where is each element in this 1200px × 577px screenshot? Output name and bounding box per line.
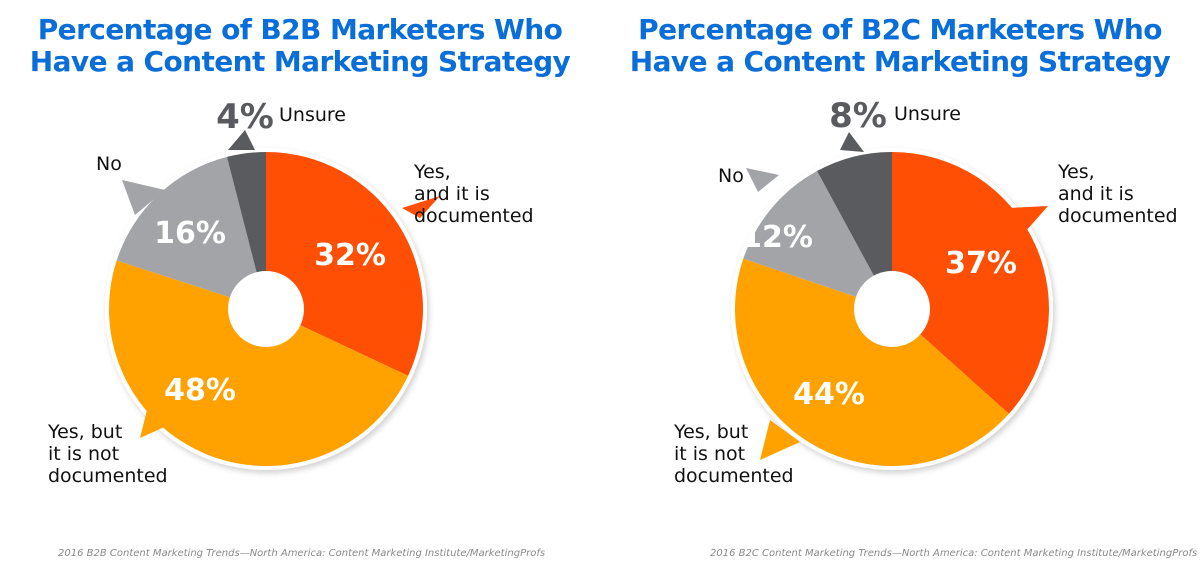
b2c-title-line-2: Have a Content Marketing Strategy (629, 45, 1171, 78)
b2c-category-label-not-documented: Yes, but it is not documented (673, 421, 794, 487)
b2c-category-label-documented: Yes, and it is documented (1057, 161, 1178, 227)
b2c-value-label-not-documented: 44% (793, 377, 865, 412)
b2b-category-label-not-documented: Yes, but it is not documented (47, 421, 168, 487)
b2b-value-label-documented: 32% (314, 238, 386, 273)
b2c-donut-hole (854, 271, 930, 347)
b2b-donut-hole (228, 271, 304, 347)
b2b-title-line-2: Have a Content Marketing Strategy (29, 45, 571, 78)
b2b-donut-chart: 32% Yes, and it is documented 48% Yes, but it … (47, 97, 534, 487)
b2b-value-label-unsure: 4% (216, 97, 274, 137)
b2b-value-label-not-documented: 48% (164, 373, 236, 408)
b2b-title-line-1: Percentage of B2B Marketers Who (37, 13, 563, 46)
b2c-chart-title: Percentage of B2C Marketers Who Have a C… (600, 14, 1200, 78)
b2b-value-label-no: 16% (154, 216, 226, 251)
b2c-pointer-documented (1010, 206, 1048, 232)
b2c-slice-no (743, 171, 892, 309)
b2c-chart-panel: Percentage of B2C Marketers Who Have a C… (600, 0, 1200, 577)
b2b-chart-title: Percentage of B2B Marketers Who Have a C… (0, 14, 600, 78)
b2c-slice-documented (892, 152, 1049, 414)
b2b-category-label-documented: Yes, and it is documented (413, 161, 534, 227)
b2c-pointer-no (746, 168, 779, 192)
b2b-slice-documented (266, 152, 423, 376)
b2c-slice-unsure (817, 152, 892, 309)
b2b-source-note: 2016 B2B Content Marketing Trends—North … (58, 548, 546, 559)
b2c-source-note: 2016 B2C Content Marketing Trends—North … (710, 548, 1198, 559)
b2c-title-line-1: Percentage of B2C Marketers Who (638, 13, 1162, 46)
b2c-donut-chart: 37% Yes, and it is documented 44% Yes, but it … (673, 96, 1178, 487)
b2c-value-label-unsure: 8% (829, 96, 887, 136)
b2b-pointer-unsure (228, 130, 255, 150)
b2b-slice-unsure (226, 152, 266, 309)
b2b-pointer-documented (402, 196, 440, 218)
b2b-pointer-no (122, 180, 165, 215)
b2c-pointer-unsure (840, 132, 864, 152)
b2b-category-label-unsure: Unsure (279, 104, 346, 126)
b2b-pointer-not-documented (140, 398, 180, 438)
b2b-slice-no (116, 156, 266, 309)
b2c-pointer-not-documented (760, 420, 800, 460)
b2b-chart-panel: Percentage of B2B Marketers Who Have a C… (0, 14, 600, 560)
b2c-value-label-no: 12% (741, 220, 813, 255)
b2c-category-label-unsure: Unsure (894, 103, 961, 125)
b2b-slice-not-documented (108, 260, 409, 467)
b2c-value-label-documented: 37% (945, 246, 1017, 281)
b2c-category-label-no: No (718, 165, 744, 187)
b2c-slice-not-documented (734, 258, 1009, 466)
b2b-category-label-no: No (96, 153, 122, 175)
